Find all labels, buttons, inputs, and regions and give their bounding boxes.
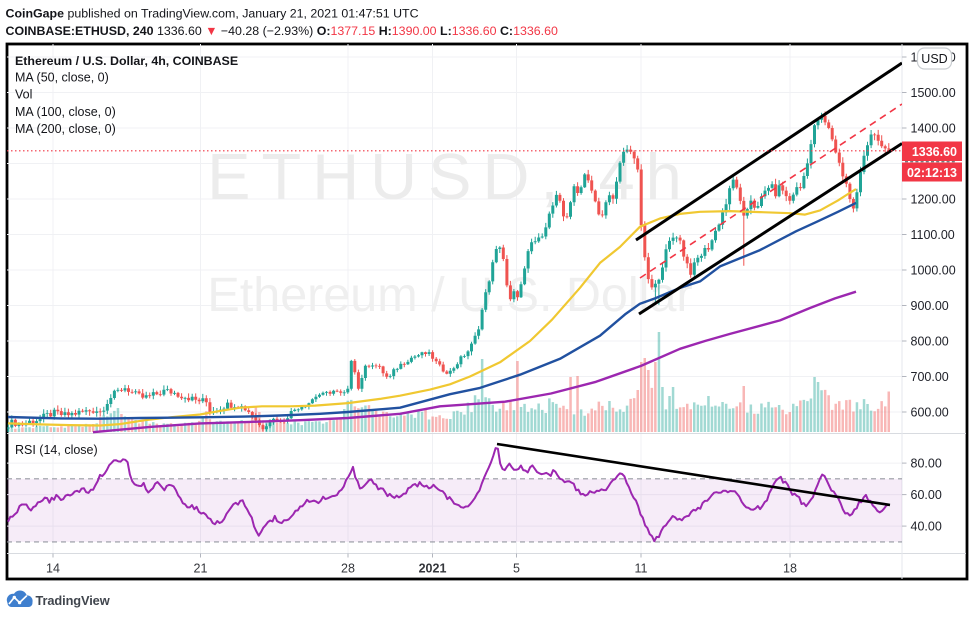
- svg-text:600.00: 600.00: [911, 406, 949, 420]
- svg-text:COINBASE:ETHUSD, 240 1336.60: COINBASE:ETHUSD, 240 1336.60 ▼ −40.28 (−…: [6, 24, 558, 38]
- svg-text:MA (100, close, 0): MA (100, close, 0): [15, 105, 116, 119]
- svg-text:USD: USD: [921, 52, 947, 66]
- svg-text:5: 5: [513, 562, 520, 576]
- svg-text:11: 11: [635, 562, 648, 576]
- svg-text:1500.00: 1500.00: [911, 86, 956, 100]
- svg-text:Ethereum / U.S. Dollar, 4h, CO: Ethereum / U.S. Dollar, 4h, COINBASE: [15, 54, 238, 68]
- svg-text:TradingView: TradingView: [36, 593, 110, 608]
- svg-text:ETHUSD, 4h: ETHUSD, 4h: [207, 140, 693, 213]
- svg-text:800.00: 800.00: [911, 335, 949, 349]
- svg-text:1200.00: 1200.00: [911, 193, 956, 207]
- svg-text:02:12:13: 02:12:13: [907, 166, 957, 180]
- svg-text:RSI (14, close): RSI (14, close): [15, 443, 98, 457]
- svg-text:Ethereum / U.S. Dollar: Ethereum / U.S. Dollar: [207, 268, 692, 322]
- svg-text:MA (50, close, 0): MA (50, close, 0): [15, 71, 109, 85]
- svg-text:28: 28: [341, 562, 355, 576]
- svg-text:1100.00: 1100.00: [911, 228, 955, 242]
- svg-text:40.00: 40.00: [911, 520, 942, 534]
- svg-text:1000.00: 1000.00: [911, 264, 956, 278]
- svg-text:Vol: Vol: [15, 88, 32, 102]
- svg-text:21: 21: [194, 562, 208, 576]
- svg-text:2021: 2021: [419, 562, 447, 576]
- svg-text:14: 14: [46, 562, 60, 576]
- svg-text:900.00: 900.00: [911, 299, 949, 313]
- svg-text:1400.00: 1400.00: [911, 122, 956, 136]
- svg-text:80.00: 80.00: [911, 457, 942, 471]
- svg-text:700.00: 700.00: [911, 370, 949, 384]
- svg-text:60.00: 60.00: [911, 488, 942, 502]
- svg-text:CoinGape published on TradingV: CoinGape published on TradingView.com, J…: [6, 7, 419, 21]
- svg-text:MA (200, close, 0): MA (200, close, 0): [15, 122, 116, 136]
- svg-text:1336.60: 1336.60: [912, 145, 957, 159]
- svg-text:18: 18: [783, 562, 797, 576]
